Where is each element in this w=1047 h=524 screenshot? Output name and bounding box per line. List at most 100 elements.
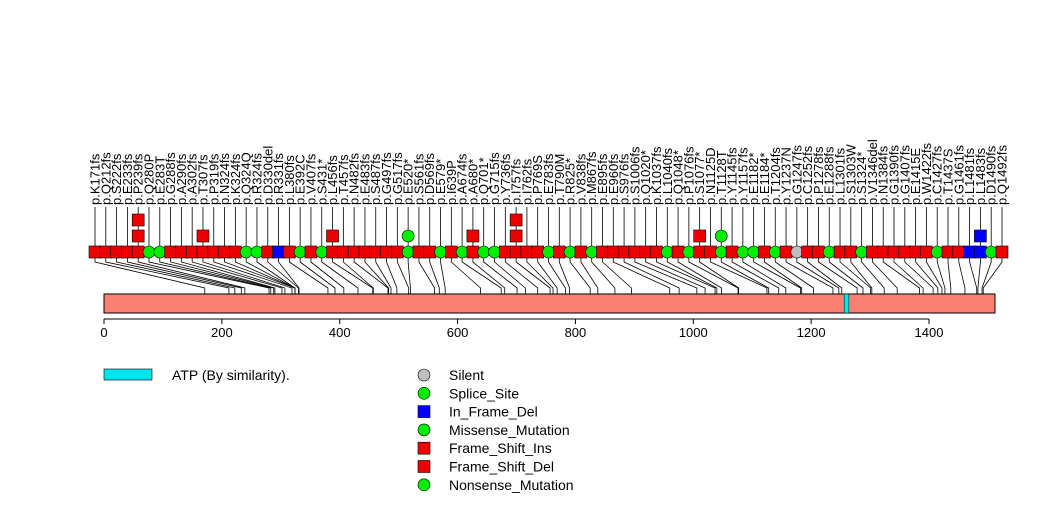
mutation-connector: [774, 207, 814, 294]
mutation-label: p.S1077*: [692, 152, 707, 206]
domain-region: [843, 293, 850, 314]
mutation-connector: [569, 207, 591, 294]
domain-regions: [843, 293, 850, 314]
mutation-marker-circle: [563, 245, 577, 259]
mutation-connector: [126, 207, 242, 294]
mutation-connector: [807, 207, 843, 294]
mutation-marker-square: [229, 245, 242, 259]
mutation-label: p.E1415E: [908, 148, 923, 205]
mutation-connector: [278, 207, 300, 294]
mutation-connector: [537, 207, 558, 294]
mutation-connector: [310, 207, 345, 294]
mutation-markers: [88, 213, 1009, 259]
mutation-connector: [982, 207, 1003, 294]
mutation-label: p.Y1237N: [779, 147, 794, 205]
x-tick-label: 600: [447, 325, 469, 340]
mutation-connector: [645, 207, 706, 294]
mutation-marker-square: [574, 245, 588, 259]
mutation-label: p.L1040fs: [660, 147, 675, 205]
mutation-marker-circle: [434, 245, 447, 259]
mutation-marker-square: [639, 245, 652, 259]
mutation-label: p.E783fs: [541, 153, 556, 205]
mutation-connector: [947, 207, 952, 294]
mutation-marker-square: [779, 245, 793, 259]
mutation-label: p.G1407fs: [897, 145, 912, 205]
mutation-connector: [731, 207, 780, 294]
mutation-label: p.K1037fs: [649, 146, 664, 205]
mutation-marker-square: [326, 229, 339, 243]
mutation-label: p.L1301fs: [833, 147, 848, 205]
mutation-connector: [386, 207, 398, 294]
mutation-label: p.E233fs: [120, 153, 135, 205]
mutation-marker-square: [887, 245, 901, 259]
x-tick-label: 800: [565, 325, 587, 340]
mutation-connector: [936, 207, 946, 294]
mutation-marker-square: [758, 245, 771, 259]
mutation-connector: [353, 207, 389, 294]
mutation-label: p.G1247fs: [789, 145, 804, 205]
mutation-marker-circle: [488, 245, 501, 259]
mutation-connector: [785, 207, 834, 294]
mutation-connector: [494, 207, 526, 294]
mutation-marker-circle: [855, 245, 868, 259]
mutation-connector: [148, 207, 270, 294]
mutation-marker-square: [704, 245, 717, 259]
mutation-connector: [213, 207, 293, 294]
mutation-label: p.I639P: [444, 160, 459, 205]
mutation-label: p.D1490fs: [984, 145, 999, 205]
mutation-label: p.N1384fs: [876, 145, 891, 205]
mutation-marker-square: [650, 245, 663, 259]
mutation-marker-square: [909, 245, 922, 259]
mutation-label: p.R331fs: [271, 152, 286, 205]
mutation-connector: [710, 207, 768, 294]
mutation-connector: [688, 207, 739, 294]
mutation-label: p.T1437S: [941, 148, 956, 205]
mutation-marker-square: [272, 245, 285, 259]
mutation-connector: [958, 207, 966, 294]
mutation-label: p.Q212fs: [98, 152, 113, 205]
mutation-marker-circle: [250, 245, 264, 259]
mutation-connector: [893, 207, 924, 294]
mutation-marker-square: [304, 245, 318, 259]
mutation-connector: [981, 207, 992, 294]
mutation-connector: [839, 207, 872, 294]
mutation-marker-circle: [984, 245, 998, 259]
mutation-connector: [429, 207, 440, 294]
mutation-connector: [364, 207, 390, 294]
mutation-marker-square: [920, 245, 933, 259]
mutation-label: p.Q280P: [141, 154, 156, 205]
mutation-label: p.Y1157fs: [735, 147, 750, 205]
mutation-marker-square: [380, 245, 393, 259]
mutation-label: p.S431*: [314, 159, 329, 205]
mutation-connector: [612, 207, 671, 294]
legend-swatch-square: [417, 441, 431, 455]
mutation-connector: [267, 207, 299, 294]
mutation-marker-square: [520, 245, 534, 259]
mutation-label: p.G715fs: [487, 152, 502, 205]
mutation-marker-circle: [714, 229, 728, 243]
mutation-label: p.E1184*: [757, 152, 772, 205]
mutation-marker-circle: [477, 245, 491, 259]
mutation-marker-square: [466, 229, 480, 243]
legend-label: In_Frame_Del: [449, 404, 538, 420]
mutation-marker-square: [337, 245, 350, 259]
mutation-connector: [591, 207, 616, 294]
mutation-connector: [256, 207, 296, 294]
connector-lines: [94, 207, 1003, 294]
mutation-marker-square: [812, 245, 825, 259]
legend-domain-swatch: [103, 368, 153, 381]
mutation-connector: [850, 207, 873, 294]
mutation-connector: [342, 207, 374, 294]
mutation-connector: [191, 207, 283, 294]
mutation-connector: [861, 207, 885, 294]
mutation-connector: [872, 207, 898, 294]
mutation-label: p.N482fs: [347, 152, 362, 205]
mutation-label: p.K324fs: [228, 153, 243, 205]
mutation-labels: p.K171fsp.Q212fsp.S222fsp.E233fsp.P239fs…: [88, 139, 1010, 205]
mutation-marker-square: [164, 245, 177, 259]
mutation-marker-square: [628, 245, 642, 259]
mutation-label: p.P239fs: [131, 153, 146, 205]
legend-label: Nonsense_Mutation: [449, 477, 574, 493]
mutation-connector: [764, 207, 803, 294]
mutation-marker-square: [110, 245, 123, 259]
